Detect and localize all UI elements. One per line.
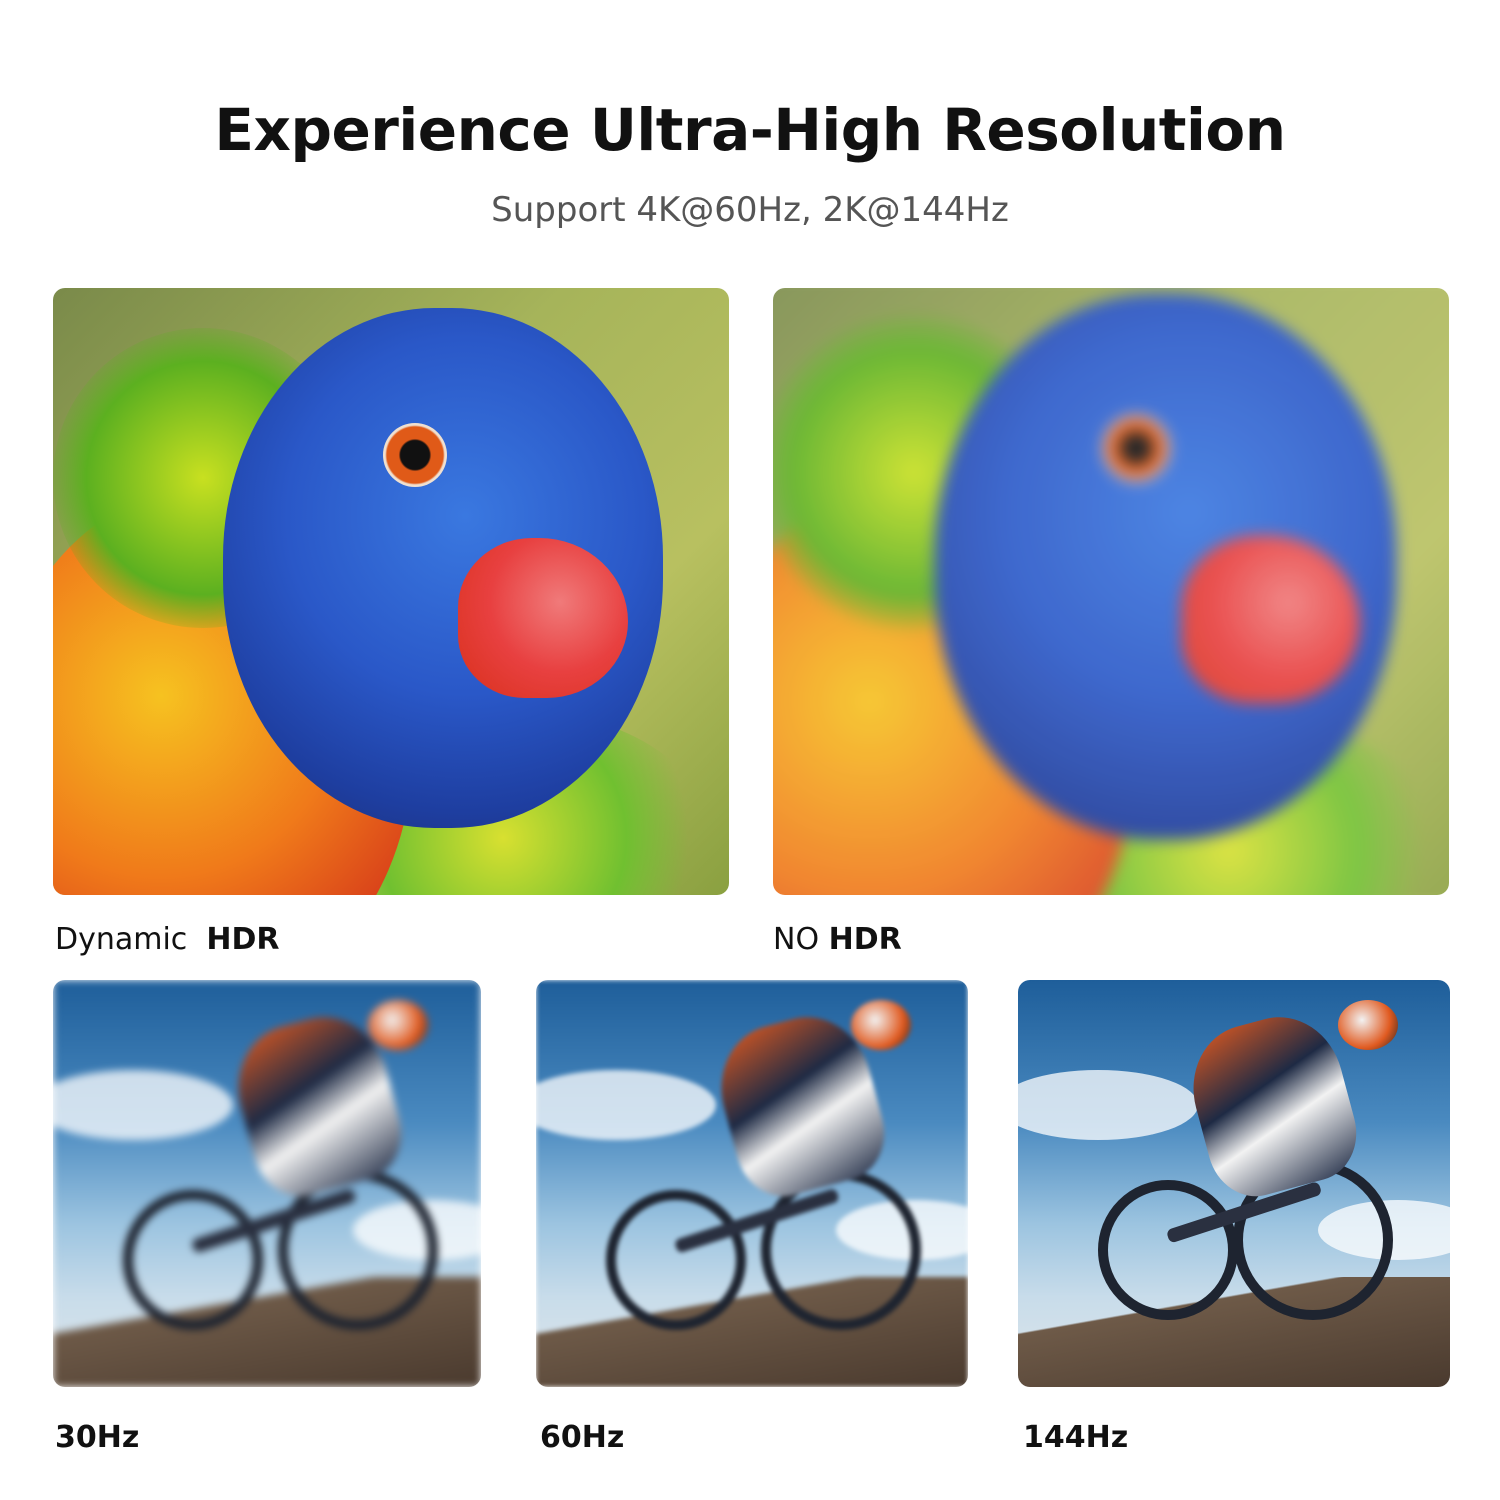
label-no-hdr: NO HDR: [773, 922, 902, 957]
parrot-image-no-hdr: [773, 288, 1449, 895]
bike-image-60hz: [536, 980, 968, 1387]
label-prefix: NO: [773, 922, 820, 957]
label-30hz: 30Hz: [55, 1420, 140, 1455]
page-title: Experience Ultra-High Resolution: [214, 96, 1286, 164]
bike-image-30hz: [53, 980, 481, 1387]
parrot-image-hdr: [53, 288, 729, 895]
label-dynamic-hdr: Dynamic HDR: [55, 922, 280, 957]
label-bold: HDR: [828, 922, 902, 957]
label-prefix: Dynamic: [55, 922, 188, 957]
page-subtitle: Support 4K@60Hz, 2K@144Hz: [491, 190, 1009, 230]
label-144hz: 144Hz: [1023, 1420, 1129, 1455]
bike-image-144hz: [1018, 980, 1450, 1387]
label-60hz: 60Hz: [540, 1420, 625, 1455]
label-bold: HDR: [206, 922, 280, 957]
